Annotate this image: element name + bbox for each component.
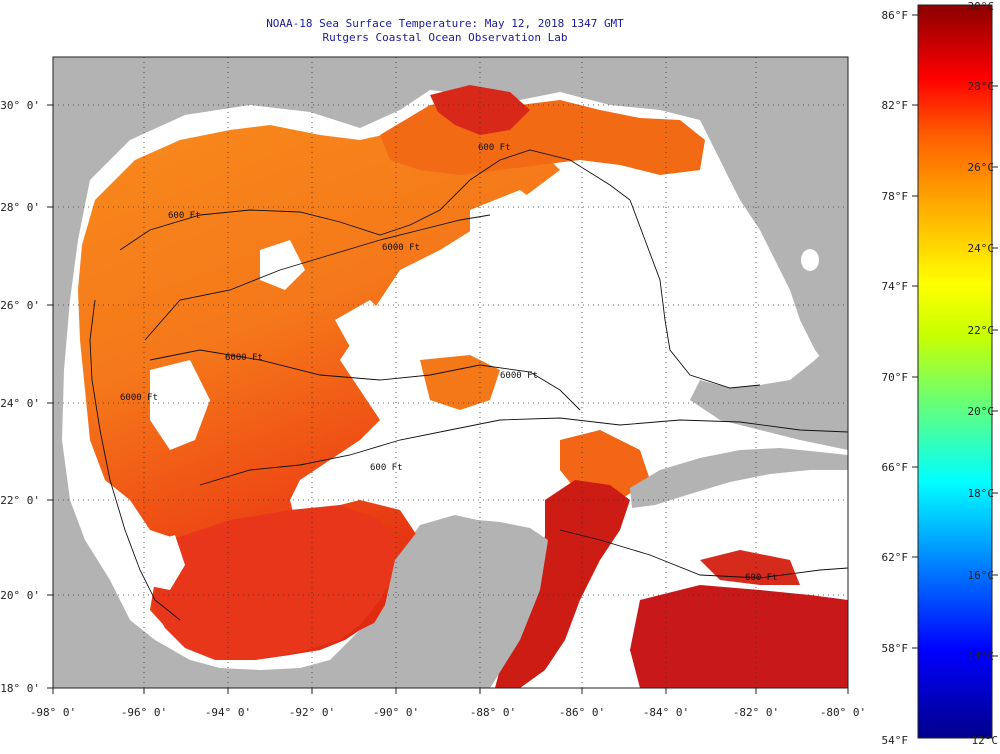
contour-florida-shelf — [629, 199, 761, 389]
lon-label: -82° 0' — [733, 706, 779, 719]
colorbar-c-label: 28°C — [968, 80, 995, 93]
colorbar-c-label: 18°C — [968, 487, 995, 500]
contour-label: 600 Ft — [168, 211, 201, 221]
colorbar-c-label: 16°C — [968, 569, 995, 582]
longitude-labels: -98° 0' -96° 0' -94° 0' -92° 0' -90° 0' … — [30, 706, 866, 719]
contour-label: 600 Ft — [745, 573, 778, 583]
colorbar-f-label: 66°F — [882, 461, 909, 474]
lon-label: -96° 0' — [121, 706, 167, 719]
colorbar-f-label: 86°F — [882, 9, 909, 22]
colorbar-c-label: 30°C — [968, 0, 995, 13]
lat-label: 22° 0' — [0, 494, 40, 507]
lat-label: 28° 0' — [0, 201, 40, 214]
axis-ticks — [47, 104, 849, 694]
colorbar-c-label: 20°C — [968, 405, 995, 418]
latitude-labels: 30° 0' 28° 0' 26° 0' 24° 0' 22° 0' 20° 0… — [0, 99, 40, 695]
colorbar-c-label: 26°C — [968, 161, 995, 174]
cloud-gap-2 — [140, 535, 185, 590]
lon-label: -86° 0' — [559, 706, 605, 719]
lat-label: 18° 0' — [0, 682, 40, 695]
contour-caribbean — [559, 529, 848, 579]
lon-label: -98° 0' — [30, 706, 76, 719]
sst-caribbean-hot — [630, 585, 848, 688]
cuba-land — [630, 448, 848, 508]
map-title: NOAA-18 Sea Surface Temperature: May 12,… — [266, 17, 624, 30]
colorbar-f-label: 58°F — [882, 642, 909, 655]
lon-label: -90° 0' — [373, 706, 419, 719]
sst-yucatan-channel — [495, 480, 630, 688]
cloud-gap-3 — [335, 300, 400, 365]
contour-600ft-west — [89, 299, 181, 621]
sst-mississippi-hot — [430, 85, 530, 135]
contour-6000ft-south — [149, 349, 581, 411]
map-border — [52, 56, 849, 689]
colorbar-gradient — [917, 4, 993, 739]
contour-label: 6000 Ft — [500, 371, 538, 381]
cloud-gap-1 — [150, 360, 210, 450]
contour-labels: 600 Ft 600 Ft 6000 Ft 6000 Ft 6000 Ft 60… — [120, 143, 778, 583]
graticule — [53, 57, 848, 688]
contour-600ft-north — [119, 149, 631, 251]
sst-western-gulf — [78, 120, 560, 660]
lat-label: 24° 0' — [0, 397, 40, 410]
sst-central-patch — [420, 355, 500, 410]
colorbar-f-label: 54°F — [882, 734, 909, 747]
cloud-gap-4 — [260, 240, 305, 290]
colorbar-f-label: 74°F — [882, 280, 909, 293]
contour-label: 600 Ft — [478, 143, 511, 153]
lat-label: 20° 0' — [0, 589, 40, 602]
contour-6000ft — [144, 214, 491, 341]
lon-label: -84° 0' — [643, 706, 689, 719]
colorbar-celsius-ticks — [992, 85, 998, 657]
contour-label: 6000 Ft — [382, 243, 420, 253]
colorbar-c-label: 22°C — [968, 324, 995, 337]
colorbar: 86°F 82°F 78°F 74°F 70°F 66°F 62°F 58°F … — [882, 0, 999, 747]
bathymetry-contours — [89, 149, 848, 621]
colorbar-c-label: 24°C — [968, 242, 995, 255]
sst-bay-of-campeche — [152, 505, 400, 660]
lon-label: -80° 0' — [820, 706, 866, 719]
colorbar-f-label: 82°F — [882, 99, 909, 112]
map-area: 600 Ft 600 Ft 6000 Ft 6000 Ft 6000 Ft 60… — [53, 57, 848, 688]
lon-label: -92° 0' — [289, 706, 335, 719]
contour-600ft-south — [199, 417, 848, 486]
lake-okeechobee — [801, 249, 819, 271]
map-subtitle: Rutgers Coastal Ocean Observation Lab — [322, 31, 568, 44]
colorbar-f-label: 78°F — [882, 190, 909, 203]
lon-label: -88° 0' — [470, 706, 516, 719]
mexico-land — [53, 57, 848, 688]
lat-label: 30° 0' — [0, 99, 40, 112]
florida-land — [710, 57, 848, 375]
colorbar-c-label: 14°C — [968, 650, 995, 663]
cloud-gap-5 — [470, 190, 580, 350]
yucatan-land — [330, 518, 548, 688]
contour-label: 6000 Ft — [120, 393, 158, 403]
colorbar-c-label: 12°C — [972, 734, 999, 747]
lat-label: 26° 0' — [0, 299, 40, 312]
lon-label: -94° 0' — [205, 706, 251, 719]
colorbar-f-label: 62°F — [882, 551, 909, 564]
colorbar-fahrenheit-ticks — [912, 14, 918, 649]
contour-label: 6000 Ft — [225, 353, 263, 363]
colorbar-f-label: 70°F — [882, 371, 909, 384]
contour-label: 600 Ft — [370, 463, 403, 473]
